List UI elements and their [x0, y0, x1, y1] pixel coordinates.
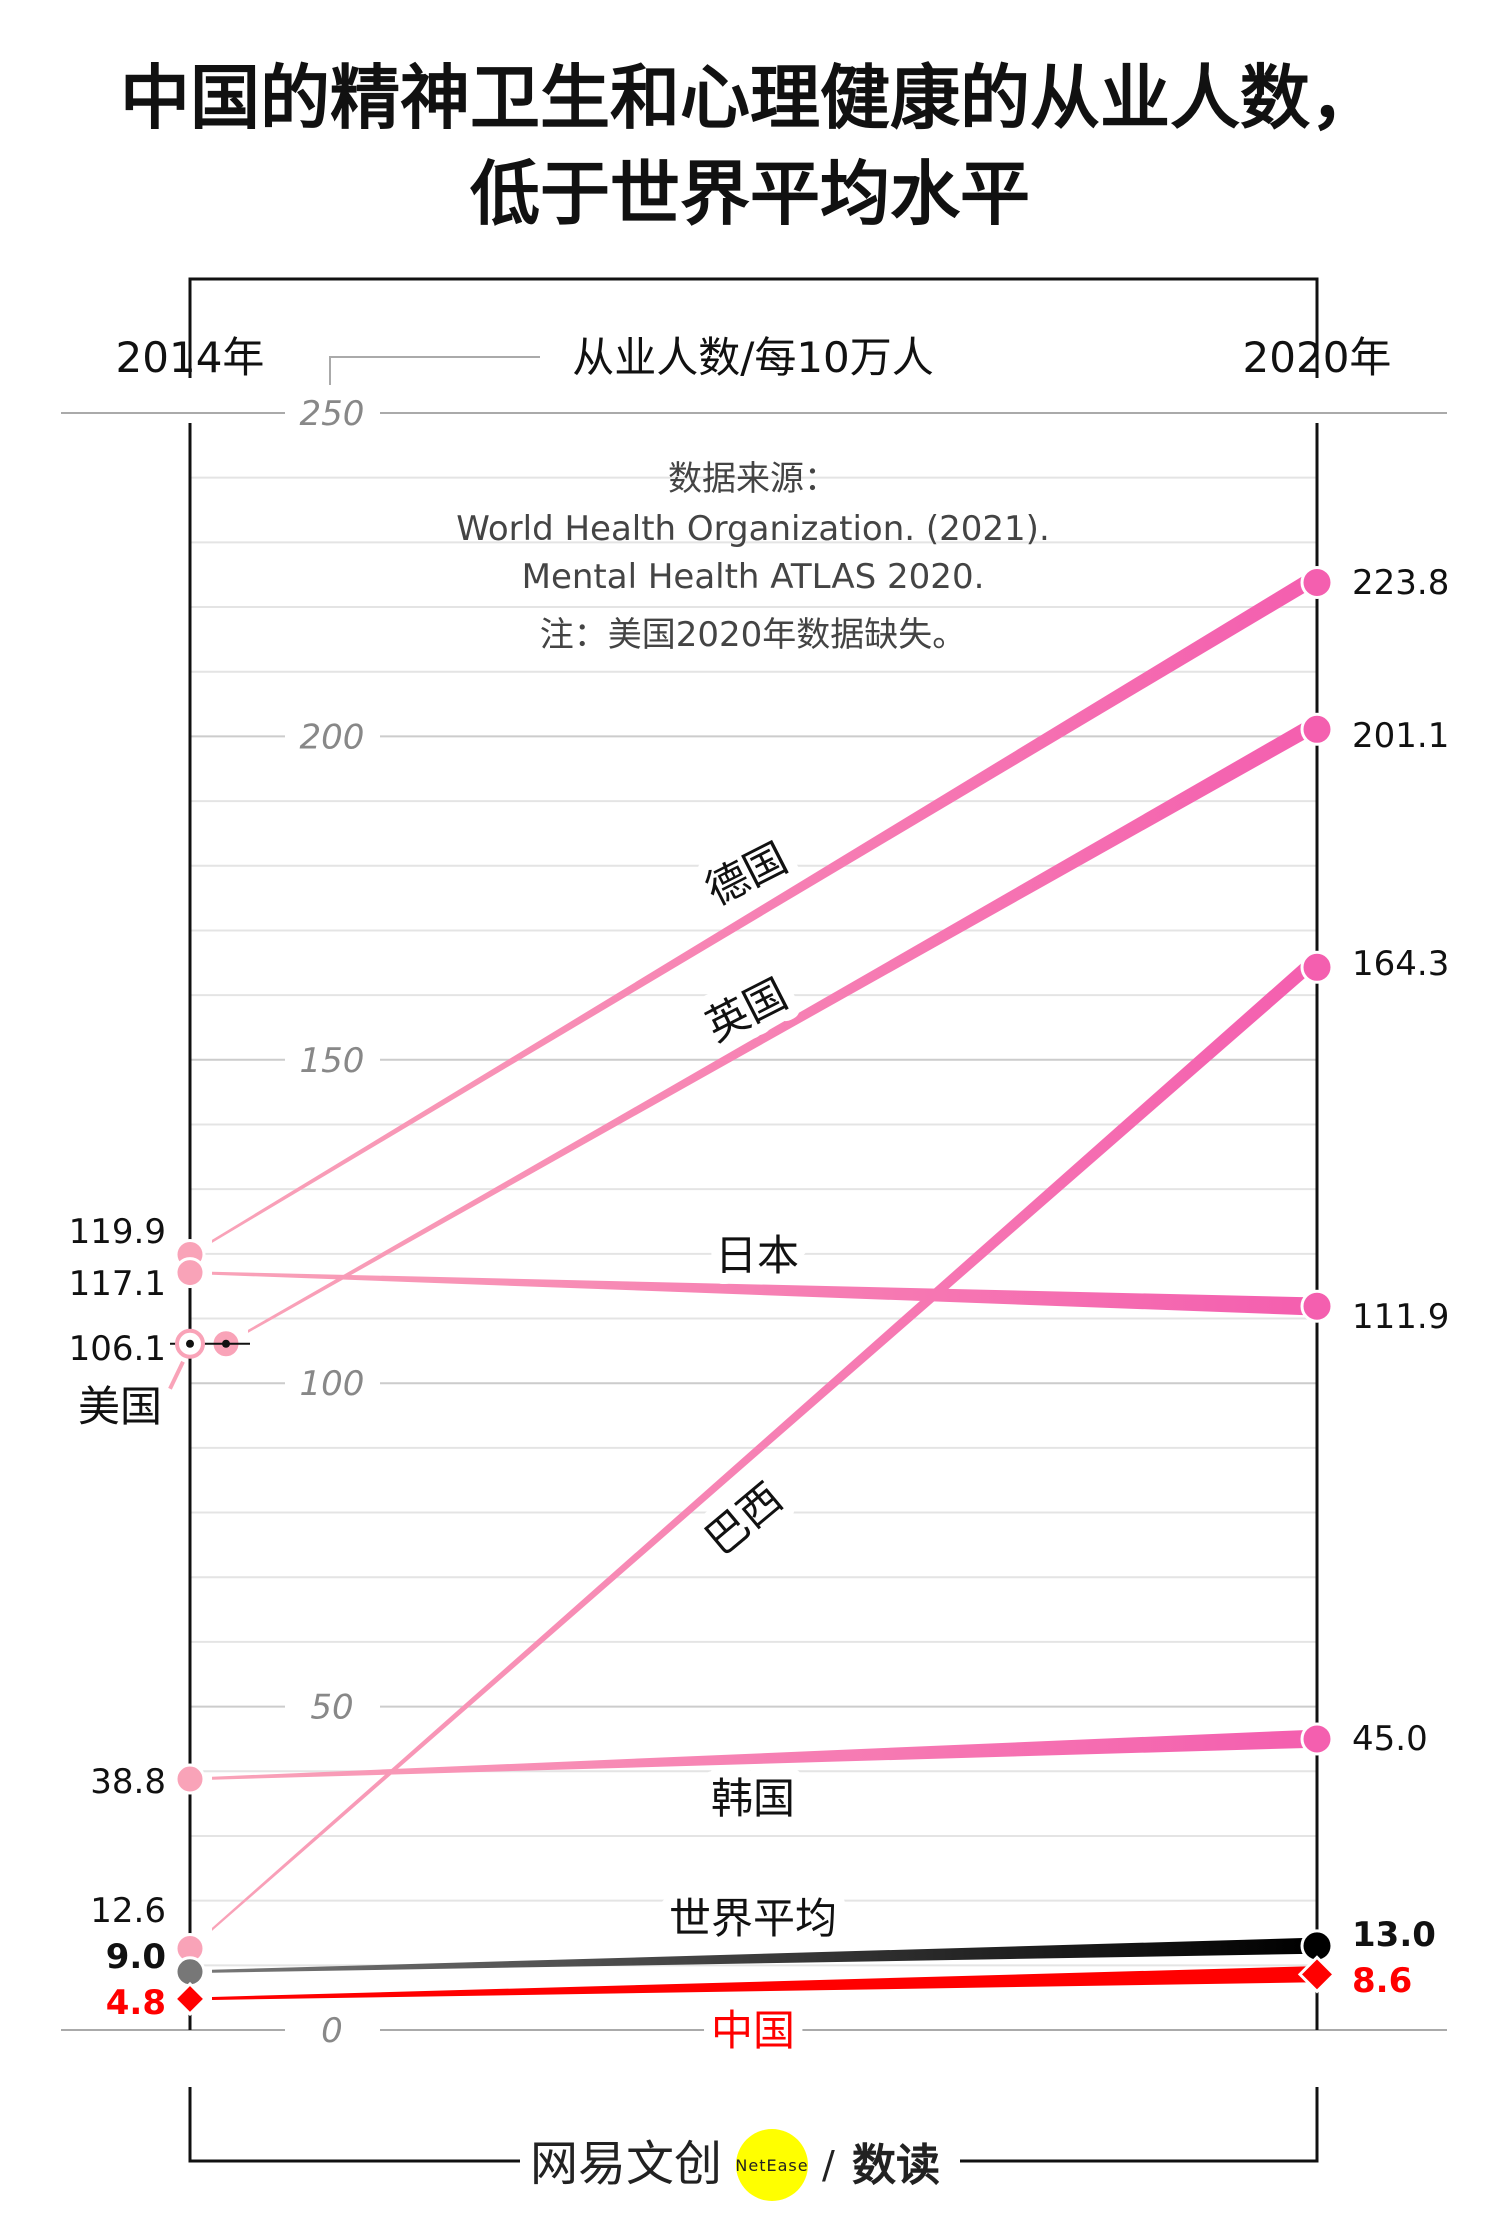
- usa-label-pointer: [168, 1360, 185, 1390]
- left-year-label: 2014年: [116, 333, 265, 382]
- chart-title-line1: 中国的精神卫生和心理健康的从业人数，: [120, 57, 1380, 139]
- value-brazil-2014: 12.6: [90, 1891, 166, 1931]
- series-7-marker-2020: [1297, 1955, 1337, 1994]
- y-tick-label: 250: [300, 394, 365, 434]
- value-china-2020: 8.6: [1352, 1961, 1412, 2001]
- y-tick-label: 150: [300, 1041, 365, 1081]
- logo-yellow-circle: [736, 2129, 808, 2201]
- value-korea-2014: 38.8: [90, 1762, 166, 1802]
- series-label-china: 中国: [711, 2006, 795, 2055]
- logo-section-text: 数读: [852, 2140, 940, 2191]
- series-0-marker-2020: [1300, 565, 1334, 599]
- y-tick-label: 200: [300, 717, 365, 757]
- value-china-2014: 4.8: [106, 1983, 166, 2023]
- frame: [188, 277, 1319, 2163]
- source-line-1: 数据来源：: [668, 459, 838, 499]
- series-7-line: [212, 1966, 1307, 2000]
- gridlines: 0 50 100 150 200 250: [61, 394, 1447, 2051]
- series-label-korea: 韩国: [711, 1774, 795, 1823]
- y-tick-label: 50: [310, 1688, 353, 1728]
- value-japan-2020: 111.9: [1352, 1297, 1449, 1337]
- series-label-uk: 英国: [698, 969, 795, 1051]
- series-4-marker-2014: [174, 1763, 206, 1795]
- y-tick-label: 0: [321, 2011, 343, 2051]
- series-6-line: [212, 1937, 1307, 1973]
- series-lines: [212, 573, 1307, 2000]
- series-7-marker-2014: [172, 1981, 208, 2017]
- value-world-2014: 9.0: [106, 1937, 166, 1977]
- source-line-2: World Health Organization. (2021).: [456, 509, 1050, 549]
- chart-title-line2: 低于世界平均水平: [470, 153, 1030, 235]
- value-korea-2020: 45.0: [1352, 1719, 1428, 1759]
- value-brazil-2020: 164.3: [1352, 944, 1449, 984]
- value-uk-2020: 201.1: [1352, 716, 1449, 756]
- series-labels: 德国 英国 日本 巴西 韩国 美国 世界平均 中国: [67, 822, 848, 2066]
- y-axis-unit-label: 从业人数/每10万人: [572, 333, 934, 382]
- series-markers: [168, 565, 1337, 2017]
- series-5-marker-center: [186, 1339, 194, 1348]
- logo-badge-text: NetEase: [735, 2156, 808, 2175]
- series-2-marker-2014: [174, 1257, 206, 1289]
- value-germany-2014: 119.9: [69, 1212, 166, 1252]
- value-world-2020: 13.0: [1352, 1915, 1436, 1955]
- source-line-4: 注：美国2020年数据缺失。: [540, 615, 967, 655]
- axes: [188, 423, 1319, 2030]
- series-4-marker-2020: [1300, 1722, 1334, 1756]
- source-line-3: Mental Health ATLAS 2020.: [522, 557, 985, 597]
- y-tick-label: 100: [300, 1364, 365, 1404]
- series-2-line: [212, 1271, 1307, 1316]
- series-1-line: [248, 720, 1307, 1333]
- series-label-usa: 美国: [78, 1382, 162, 1431]
- series-1-marker-2020: [1300, 712, 1334, 746]
- value-germany-2020: 223.8: [1352, 563, 1449, 603]
- value-usa-2014: 106.1: [69, 1329, 166, 1369]
- source-note: 数据来源： World Health Organization. (2021).…: [456, 459, 1050, 655]
- series-label-japan: 日本: [715, 1231, 799, 1280]
- series-label-world: 世界平均: [669, 1894, 837, 1943]
- logo-brand-text: 网易文创: [530, 2136, 722, 2192]
- value-labels: 119.9 117.1 106.1 38.8 12.6 9.0 4.8 223.…: [69, 563, 1450, 2023]
- series-4-line: [212, 1729, 1307, 1780]
- series-6-marker-2014: [174, 1956, 206, 1988]
- right-year-label: 2020年: [1243, 333, 1392, 382]
- value-japan-2014: 117.1: [69, 1264, 166, 1304]
- series-2-marker-2020: [1300, 1289, 1334, 1323]
- series-3-marker-2020: [1300, 950, 1334, 984]
- series-0-line: [212, 573, 1307, 1243]
- series-3-line: [212, 958, 1307, 1931]
- logo: 网易文创 NetEase / 数读: [530, 2129, 940, 2201]
- logo-slash: /: [822, 2143, 835, 2187]
